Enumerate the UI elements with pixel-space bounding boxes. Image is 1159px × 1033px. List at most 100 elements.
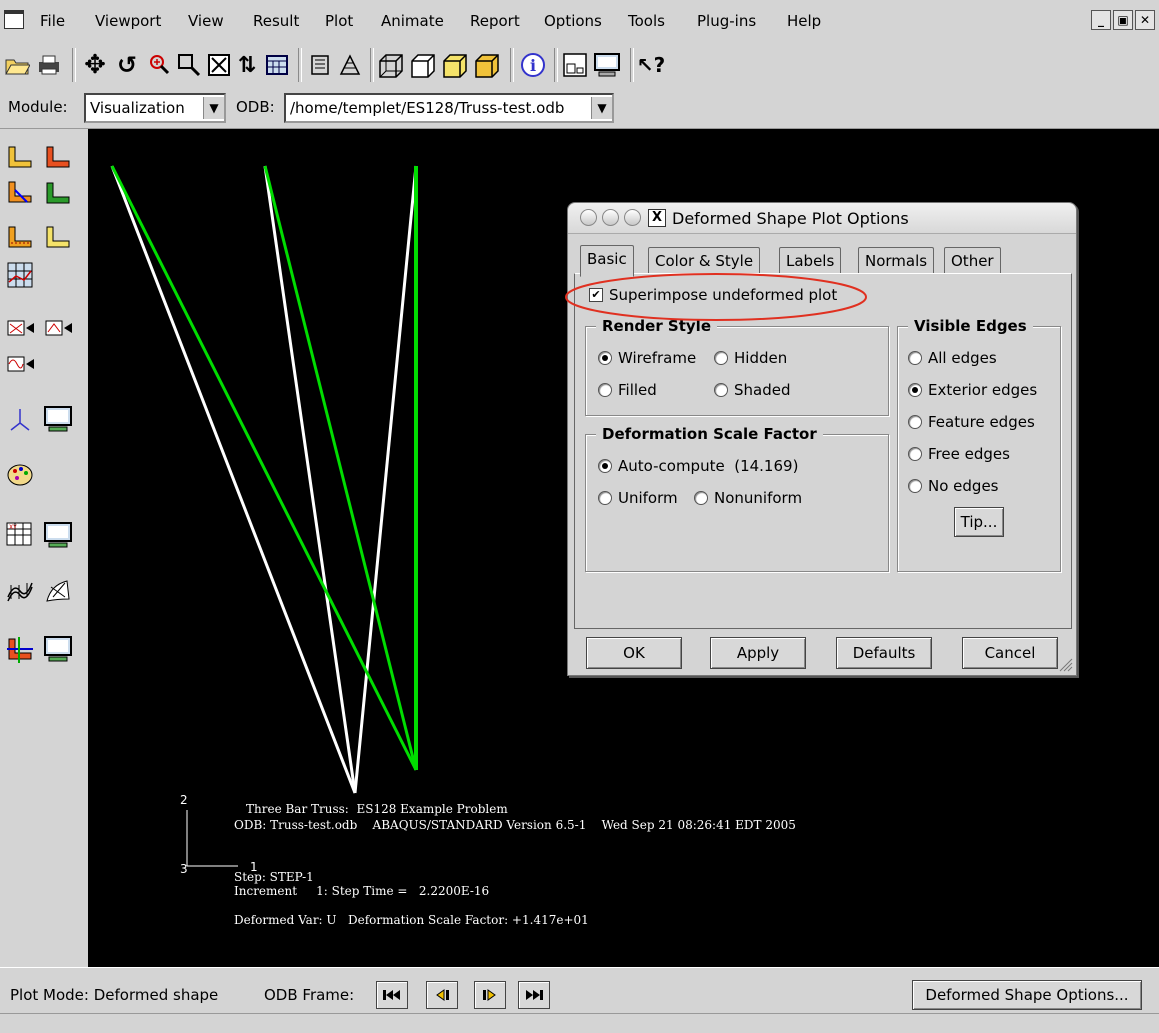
module-label: Module: — [8, 98, 68, 116]
radio-no-edges[interactable]: No edges — [908, 477, 998, 495]
tip-button[interactable]: Tip... — [954, 507, 1004, 537]
menu-tools[interactable]: Tools — [628, 12, 665, 30]
defaults-button[interactable]: Defaults — [836, 637, 932, 669]
open-icon[interactable] — [2, 50, 32, 80]
radio-exterior-edges[interactable]: Exterior edges — [908, 381, 1037, 399]
palette-icon[interactable] — [4, 459, 36, 491]
query-help-icon[interactable]: ↖? — [636, 53, 666, 77]
plot-path-icon[interactable] — [42, 221, 74, 253]
radio-uniform[interactable]: Uniform — [598, 489, 678, 507]
grid-plot-icon[interactable] — [4, 259, 36, 291]
radio-nonuniform[interactable]: Nonuniform — [694, 489, 802, 507]
menu-help[interactable]: Help — [787, 12, 822, 30]
radio-wireframe-label: Wireframe — [618, 349, 697, 367]
plot-contour-icon[interactable] — [4, 177, 36, 209]
previous-frame-button[interactable] — [426, 981, 458, 1009]
plot-undeformed-icon[interactable] — [4, 141, 36, 173]
layout-icon[interactable] — [560, 50, 590, 80]
close-icon[interactable] — [580, 209, 597, 226]
viewport-annotation-icon[interactable] — [42, 403, 74, 435]
cycle-views-icon[interactable]: ⇅ — [237, 52, 257, 78]
radio-feature-edges[interactable]: Feature edges — [908, 413, 1035, 431]
menu-plugins[interactable]: Plug-ins — [697, 12, 757, 30]
animate-scale-icon[interactable] — [4, 313, 36, 345]
menu-file[interactable]: File — [40, 12, 66, 30]
tab-labels[interactable]: Labels — [779, 247, 842, 274]
view-cut-icon[interactable] — [4, 633, 36, 665]
maximize-icon[interactable] — [624, 209, 641, 226]
sweep-icon[interactable] — [42, 575, 74, 607]
superimpose-checkbox[interactable]: ✔ Superimpose undeformed plot — [589, 286, 837, 304]
triad — [186, 810, 238, 867]
info-icon[interactable]: i — [518, 50, 548, 80]
iso-view3-icon[interactable] — [440, 50, 470, 80]
radio-shaded[interactable]: Shaded — [714, 381, 791, 399]
chevron-down-icon[interactable]: ▼ — [591, 97, 612, 119]
plot-mode-text: Plot Mode: Deformed shape — [10, 986, 219, 1004]
radio-free-edges-label: Free edges — [928, 445, 1010, 463]
radio-filled[interactable]: Filled — [598, 381, 657, 399]
monitor-icon[interactable] — [592, 50, 622, 80]
chevron-down-icon[interactable]: ▼ — [203, 97, 224, 119]
radio-auto-compute[interactable]: Auto-compute (14.169) — [598, 457, 798, 475]
animate-harmonic-icon[interactable] — [4, 349, 36, 381]
menu-animate[interactable]: Animate — [381, 12, 444, 30]
plot-material-icon[interactable] — [4, 221, 36, 253]
step-line: Step: STEP-1 — [234, 870, 314, 884]
plot-deformed-icon[interactable] — [42, 141, 74, 173]
free-body-icon[interactable] — [4, 575, 36, 607]
cancel-button[interactable]: Cancel — [962, 637, 1058, 669]
table-icon[interactable] — [262, 50, 292, 80]
list-icon[interactable] — [305, 50, 335, 80]
xy-plot-icon[interactable] — [42, 519, 74, 551]
rotate-icon[interactable]: ↺ — [116, 51, 138, 79]
next-frame-button[interactable] — [474, 981, 506, 1009]
menu-result[interactable]: Result — [253, 12, 300, 30]
iso-view2-icon[interactable] — [408, 50, 438, 80]
odb-select[interactable]: /home/templet/ES128/Truss-test.odb ▼ — [284, 93, 614, 123]
magnify-icon[interactable] — [144, 50, 174, 80]
tab-basic[interactable]: Basic — [580, 245, 634, 277]
menu-view[interactable]: View — [188, 12, 224, 30]
window-menu-icon[interactable] — [4, 10, 24, 29]
restore-icon[interactable]: ▣ — [1113, 10, 1133, 30]
odb-value: /home/templet/ES128/Truss-test.odb — [290, 99, 565, 117]
tab-color-style[interactable]: Color & Style — [648, 247, 761, 274]
menu-options[interactable]: Options — [544, 12, 602, 30]
apply-button[interactable]: Apply — [710, 637, 806, 669]
module-select[interactable]: Visualization ▼ — [84, 93, 226, 123]
xy-data-icon[interactable]: XY — [4, 519, 36, 551]
ok-button[interactable]: OK — [586, 637, 682, 669]
print-icon[interactable] — [34, 50, 64, 80]
auto-fit-icon[interactable] — [204, 50, 234, 80]
view-cut-manager-icon[interactable] — [42, 633, 74, 665]
tab-normals[interactable]: Normals — [858, 247, 935, 274]
close-icon[interactable]: ✕ — [1135, 10, 1155, 30]
deformed-shape-options-button[interactable]: Deformed Shape Options... — [912, 980, 1142, 1010]
first-frame-button[interactable] — [376, 981, 408, 1009]
tab-other[interactable]: Other — [944, 247, 1001, 274]
box-zoom-icon[interactable] — [174, 50, 204, 80]
menu-report[interactable]: Report — [470, 12, 520, 30]
radio-free-edges[interactable]: Free edges — [908, 445, 1010, 463]
tab-panel-basic: ✔ Superimpose undeformed plot Render Sty… — [574, 273, 1072, 629]
minimize-icon[interactable]: _ — [1091, 10, 1111, 30]
menu-plot[interactable]: Plot — [325, 12, 354, 30]
deformed-shape-options-dialog: X Deformed Shape Plot Options Basic Colo… — [565, 202, 1077, 676]
radio-all-edges[interactable]: All edges — [908, 349, 997, 367]
triad-icon[interactable] — [4, 403, 36, 435]
radio-hidden[interactable]: Hidden — [714, 349, 787, 367]
radio-wireframe[interactable]: Wireframe — [598, 349, 696, 367]
last-frame-button[interactable] — [518, 981, 550, 1009]
resize-grip-icon[interactable] — [1058, 657, 1074, 673]
iso-view4-icon[interactable] — [472, 50, 502, 80]
dialog-titlebar[interactable]: X Deformed Shape Plot Options — [568, 203, 1076, 234]
menu-viewport[interactable]: Viewport — [95, 12, 162, 30]
minimize-icon[interactable] — [602, 209, 619, 226]
pan-icon[interactable]: ✥ — [84, 50, 106, 80]
plot-symbol-icon[interactable] — [42, 177, 74, 209]
checkmark-icon[interactable]: ✔ — [589, 288, 603, 302]
iso-view-icon[interactable] — [376, 50, 406, 80]
mesh-icon[interactable] — [335, 50, 365, 80]
animate-time-icon[interactable] — [42, 313, 74, 345]
